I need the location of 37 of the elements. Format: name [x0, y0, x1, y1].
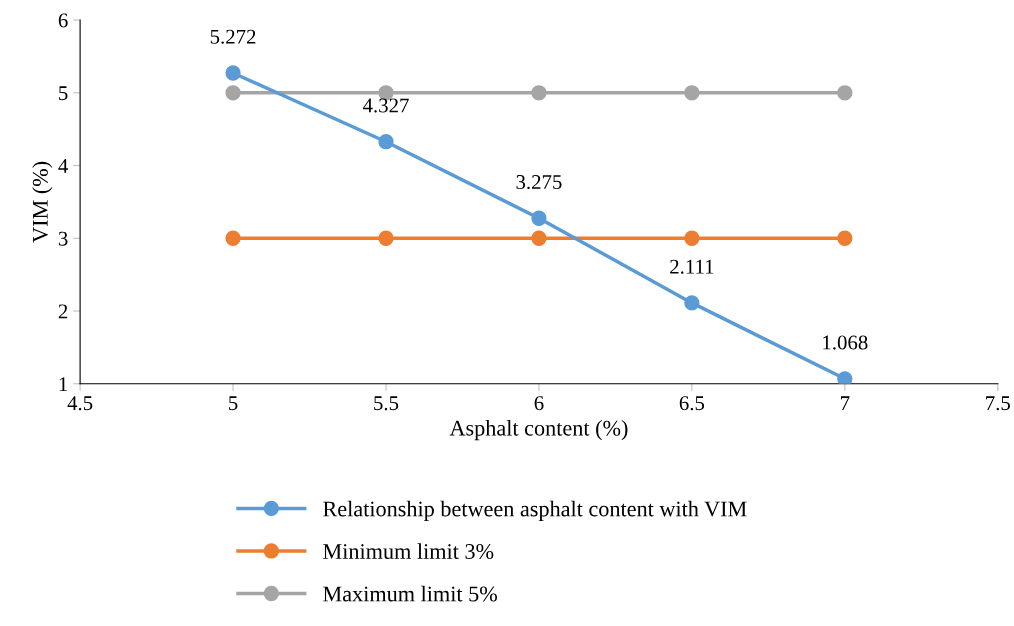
data-label: 2.111 [670, 259, 714, 274]
legend-label: Maximum limit 5% [323, 585, 497, 602]
point [225, 230, 241, 246]
x-tick-label: 7.5 [986, 396, 1010, 411]
point [531, 230, 547, 246]
y-tick-label: 2 [58, 304, 68, 319]
data-label: 5.272 [210, 29, 256, 44]
y-tick-label: 1 [59, 377, 68, 391]
point [684, 230, 700, 246]
data-label: 3.275 [516, 175, 562, 190]
y-axis-title: VIM (%) [32, 161, 53, 243]
point [684, 295, 700, 311]
y-tick-label: 3 [58, 231, 68, 246]
x-tick-label: 6 [534, 396, 544, 411]
x-tick-label: 5.5 [374, 396, 399, 411]
x-tick-label: 5 [229, 396, 238, 411]
legend-label: Relationship between asphalt content with VIM [323, 500, 747, 521]
data-label: 4.327 [362, 98, 409, 113]
point [531, 85, 547, 101]
point [837, 230, 853, 246]
point [684, 85, 700, 101]
point [225, 65, 241, 81]
point [225, 85, 241, 101]
point [378, 230, 394, 246]
x-axis-title: Asphalt content (%) [449, 419, 628, 441]
legend-label: Minimum limit 3% [323, 543, 494, 560]
point [837, 371, 853, 384]
point [837, 85, 853, 101]
y-tick-label: 5 [59, 86, 68, 101]
y-tick-label: 6 [58, 13, 68, 28]
y-tick-label: 4 [58, 159, 68, 173]
x-tick-label: 6.5 [679, 396, 705, 411]
data-label: 1.068 [823, 335, 868, 350]
x-tick-label: 7 [841, 396, 850, 410]
point [531, 210, 547, 226]
x-tick-label: 4.5 [67, 396, 93, 411]
point [378, 134, 394, 150]
